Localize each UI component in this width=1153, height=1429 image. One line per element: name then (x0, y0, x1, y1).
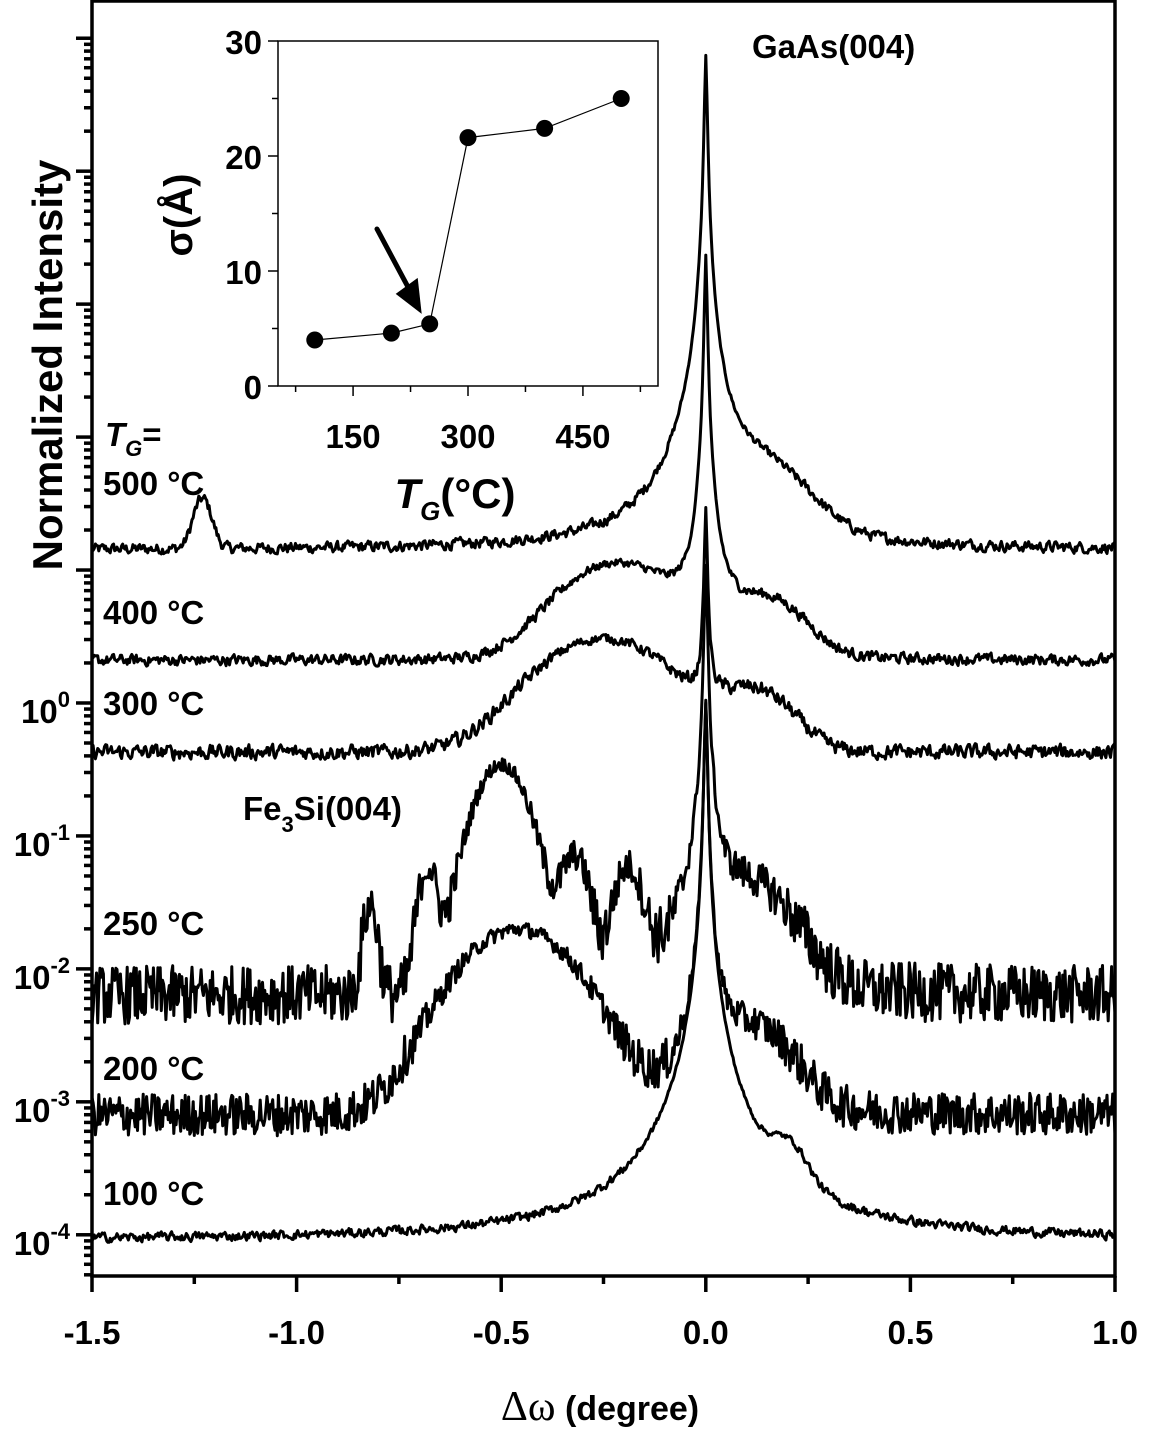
y-tick-exponent: -4 (50, 1219, 70, 1244)
tg-t: T (105, 416, 128, 453)
y-tick-base: 10 (21, 693, 58, 730)
y-tick-label: 100 (21, 687, 70, 730)
y-axis-title: Normalized Intensity (24, 159, 71, 570)
arrow-shaft (374, 226, 415, 297)
inset-y-tick-label: 30 (225, 24, 262, 61)
inset-point (612, 90, 630, 107)
series-label-500: 500 °C (103, 465, 204, 502)
y-tick-label: 10-1 (14, 820, 70, 863)
x-tick-label: -0.5 (473, 1314, 530, 1351)
y-tick-base: 10 (14, 959, 51, 996)
tg-eq: = (142, 416, 161, 453)
curve-200C (90, 698, 1117, 1138)
y-tick-exponent: 0 (58, 687, 70, 712)
inset-point (306, 331, 324, 349)
plot-frame (90, 0, 1117, 1278)
y-tick-base: 10 (14, 1225, 51, 1262)
series-label-400: 400 °C (103, 594, 204, 631)
x-tick-label: 0.5 (887, 1314, 933, 1351)
x-axis-unit: (degree) (556, 1390, 700, 1428)
curve-500C (90, 53, 1117, 556)
curve-250C (90, 563, 1117, 1026)
inset-y-tick-label: 0 (244, 369, 262, 406)
inset-chart: 150 300 450 0 10 20 30 σ(Å) TG(°C) (156, 24, 659, 526)
y-tick-base: 10 (14, 1092, 51, 1129)
tg-sub: G (125, 436, 142, 461)
y-tick-exponent: -3 (50, 1086, 70, 1111)
arrow-head-icon (395, 277, 422, 314)
tg-label: TG= (105, 416, 162, 461)
curve-300C (90, 506, 1117, 762)
inset-marks: 150 300 450 0 10 20 30 (225, 24, 642, 455)
y-tick-exponent: -2 (50, 953, 70, 978)
series-label-100: 100 °C (103, 1175, 204, 1212)
inset-point (421, 315, 439, 333)
x-axis-title: Δω (degree) (501, 1384, 699, 1429)
y-tick-label: 10-2 (14, 953, 70, 996)
inset-x-t: T (395, 470, 424, 517)
series-label-300: 300 °C (103, 685, 204, 722)
series-label-200: 200 °C (103, 1050, 204, 1087)
x-tick-label: -1.0 (268, 1314, 325, 1351)
inset-x-tick-label: 300 (440, 418, 495, 455)
y-tick-base: 10 (14, 826, 51, 863)
inset-x-tick-label: 150 (326, 418, 381, 455)
inset-x-tick-label: 450 (555, 418, 610, 455)
inset-y-tick-label: 20 (225, 139, 262, 176)
curve-100C (91, 701, 1117, 1244)
fe3si-label: Fe3Si(004) (243, 790, 402, 837)
inset-point (536, 119, 554, 137)
x-tick-label: 1.0 (1092, 1314, 1138, 1351)
fe3si-fe: Fe (243, 790, 282, 827)
inset-x-title: TG(°C) (395, 470, 516, 526)
inset-y-title: σ(Å) (156, 174, 201, 257)
inset-x-unit: (°C) (440, 470, 515, 517)
inset-x-sub: G (420, 496, 440, 526)
gaas-label: GaAs(004) (752, 28, 915, 65)
x-tick-label: 0.0 (683, 1314, 729, 1351)
x-tick-label: -1.5 (64, 1314, 121, 1351)
x-axis-symbol: Δω (501, 1384, 556, 1429)
series-label-250: 250 °C (103, 905, 204, 942)
fe3si-rest: Si(004) (294, 790, 402, 827)
y-tick-exponent: -1 (50, 820, 70, 845)
inset-line (314, 97, 622, 341)
fe3si-sub: 3 (282, 812, 294, 837)
inset-point (382, 324, 400, 342)
curves (90, 53, 1117, 1244)
inset-y-tick-label: 10 (225, 254, 262, 291)
y-tick-label: 10-3 (14, 1086, 70, 1129)
inset-point (459, 129, 477, 147)
curve-400C (90, 253, 1117, 668)
inset-frame (277, 40, 659, 387)
y-tick-label: 10-4 (14, 1219, 71, 1262)
